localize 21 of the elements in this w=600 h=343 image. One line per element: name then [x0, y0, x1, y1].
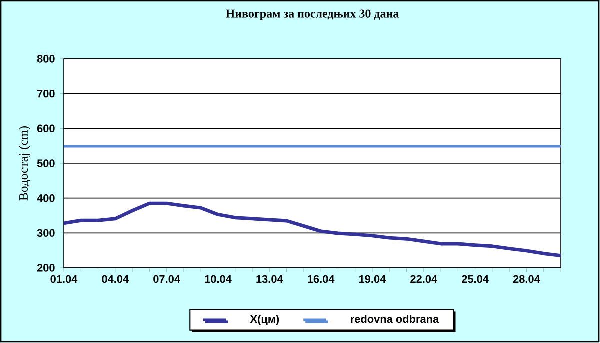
- x-tick-label: 22.04: [410, 275, 438, 284]
- x-tick-label: 10.04: [205, 275, 232, 284]
- x-tick-label: 16.04: [308, 275, 335, 284]
- x-tick-label: 07.04: [154, 275, 180, 284]
- y-tick-label: 600: [37, 124, 55, 133]
- chart-title: Нивограм за последњих 30 дана: [226, 10, 400, 20]
- y-tick-label: 700: [38, 90, 55, 98]
- x-tick-label: 25.04: [462, 275, 489, 284]
- y-tick-label: 400: [37, 194, 55, 202]
- x-tick-label: 01.04: [50, 275, 78, 284]
- y-tick-label: 200: [37, 264, 55, 272]
- x-tick-label: 13.04: [256, 275, 284, 284]
- y-tick-label: 500: [37, 160, 55, 168]
- legend-label: X(цм): [250, 315, 280, 326]
- y-tick-label: 300: [37, 229, 55, 238]
- x-tick-label: 19.04: [359, 275, 386, 284]
- y-axis-title: Водостај (cm): [19, 126, 31, 201]
- x-tick-label: 04.04: [102, 275, 130, 284]
- legend-label: redovna odbrana: [351, 315, 440, 324]
- x-tick-label: 28.04: [513, 275, 540, 284]
- y-tick-label: 800: [37, 55, 55, 63]
